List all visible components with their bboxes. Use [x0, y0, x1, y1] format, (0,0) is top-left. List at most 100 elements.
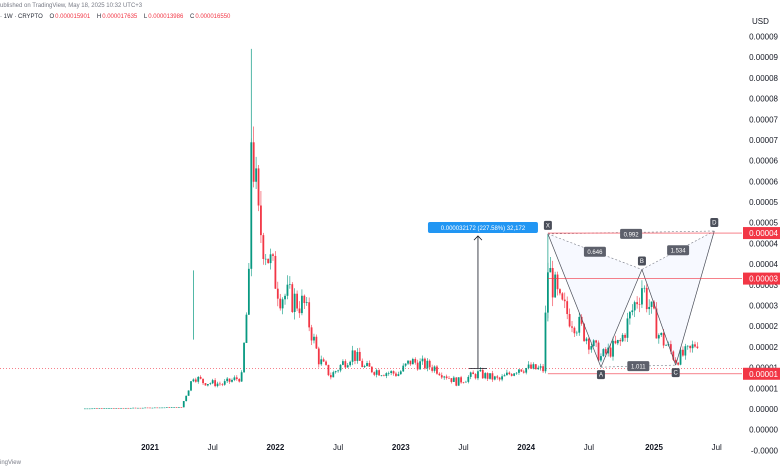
candle-body [452, 377, 455, 382]
candle-body [383, 375, 385, 377]
candle-body [301, 295, 303, 314]
candle-body [187, 390, 190, 396]
candle-body [346, 365, 349, 368]
pattern-ratio-label: 1.011 [631, 365, 646, 371]
candle-body [315, 336, 318, 349]
candle-body [327, 364, 330, 376]
candle-body [317, 348, 320, 365]
candle-body [156, 407, 159, 409]
candle-body [421, 358, 424, 362]
time-tick-label: Jul [208, 443, 218, 452]
price-tick-label: 0.00000 [749, 426, 778, 435]
pattern-point-label: B [640, 259, 644, 265]
candle-body [178, 407, 180, 408]
candle-body [590, 346, 593, 350]
candle-body [134, 407, 137, 409]
candle-body [407, 360, 409, 364]
candle-body [561, 293, 564, 300]
candle-body [153, 407, 156, 409]
candle-body [308, 302, 311, 328]
candle-body [144, 407, 147, 409]
candle-body [363, 366, 366, 368]
pattern-leg [600, 269, 643, 368]
candle-body [190, 381, 192, 391]
candle-body [585, 338, 588, 342]
candle-body [493, 376, 496, 380]
candle-body [141, 407, 144, 409]
price-tag-label: 0.00004 [749, 229, 778, 238]
candle-body [361, 360, 364, 368]
candle-body [366, 363, 368, 367]
price-tick-label: 0.00005 [749, 219, 778, 228]
candle-body [426, 360, 429, 369]
candle-body [660, 332, 663, 336]
candle-body [653, 301, 655, 309]
candle-body [260, 205, 262, 236]
measure-label-box [427, 221, 538, 233]
candle-body [655, 308, 658, 339]
candle-body [202, 378, 204, 384]
price-tag-box [743, 227, 780, 240]
pattern-ratio-box [627, 361, 650, 372]
open-label: O [49, 14, 55, 20]
candle-body [158, 407, 161, 409]
time-tick-label: Jul [333, 443, 343, 452]
candle-body [537, 367, 540, 370]
candle-body [274, 255, 277, 289]
pattern-ratio-label: 0.992 [624, 232, 640, 238]
candle-body [91, 408, 94, 410]
overlay-labels: 0.000032172 (227.58%) 32,1720.000040.000… [427, 221, 780, 380]
candle-body [165, 407, 168, 408]
candle-body [194, 379, 197, 382]
tradingview-watermark: ingView [0, 460, 21, 466]
pattern-ratio-box [667, 245, 690, 256]
candle-body [472, 372, 475, 375]
price-tick-label: 0.00003 [749, 281, 778, 290]
candle-body [534, 364, 537, 370]
candle-body [501, 376, 503, 380]
candle-body [180, 407, 183, 408]
candle-body [624, 334, 626, 338]
candle-body [286, 284, 289, 296]
candle-body [269, 254, 272, 264]
candle-body [214, 380, 217, 387]
time-tick-label: 2024 [517, 443, 535, 452]
candle-body [375, 370, 378, 375]
candle-body [267, 258, 270, 264]
candle-body [132, 407, 135, 409]
candle-body [578, 316, 581, 333]
candle-body [137, 407, 139, 409]
candle-body [149, 407, 151, 409]
candle-body [573, 327, 576, 334]
candle-body [489, 373, 491, 379]
candle-body [643, 287, 646, 289]
candle-body [554, 274, 557, 298]
candle-body [411, 359, 414, 365]
time-tick-label: 2022 [266, 443, 284, 452]
candle-body [216, 383, 219, 387]
candle-body [127, 407, 130, 409]
candle-body [633, 302, 636, 311]
price-tick-label: 0.00001 [749, 384, 778, 393]
candle-body [409, 360, 412, 365]
candle-body [334, 371, 337, 373]
candle-body [204, 383, 207, 386]
candle-body [428, 360, 431, 368]
candle-body [628, 312, 631, 319]
candle-body [103, 408, 106, 409]
pattern-ratio-box [583, 246, 606, 257]
candle-body [491, 373, 494, 380]
candle-body [416, 362, 419, 370]
close-label: C [189, 14, 195, 20]
price-tick-label: 0.00008 [749, 95, 778, 104]
candle-body [395, 373, 397, 376]
candle-body [568, 314, 571, 327]
measure-arrow [473, 235, 483, 241]
candle-body [559, 289, 561, 294]
candle-body [262, 235, 265, 259]
pattern-ratio-line [547, 233, 643, 270]
candle-body [595, 340, 598, 343]
candle-body [233, 377, 236, 380]
candle-body [609, 347, 612, 357]
